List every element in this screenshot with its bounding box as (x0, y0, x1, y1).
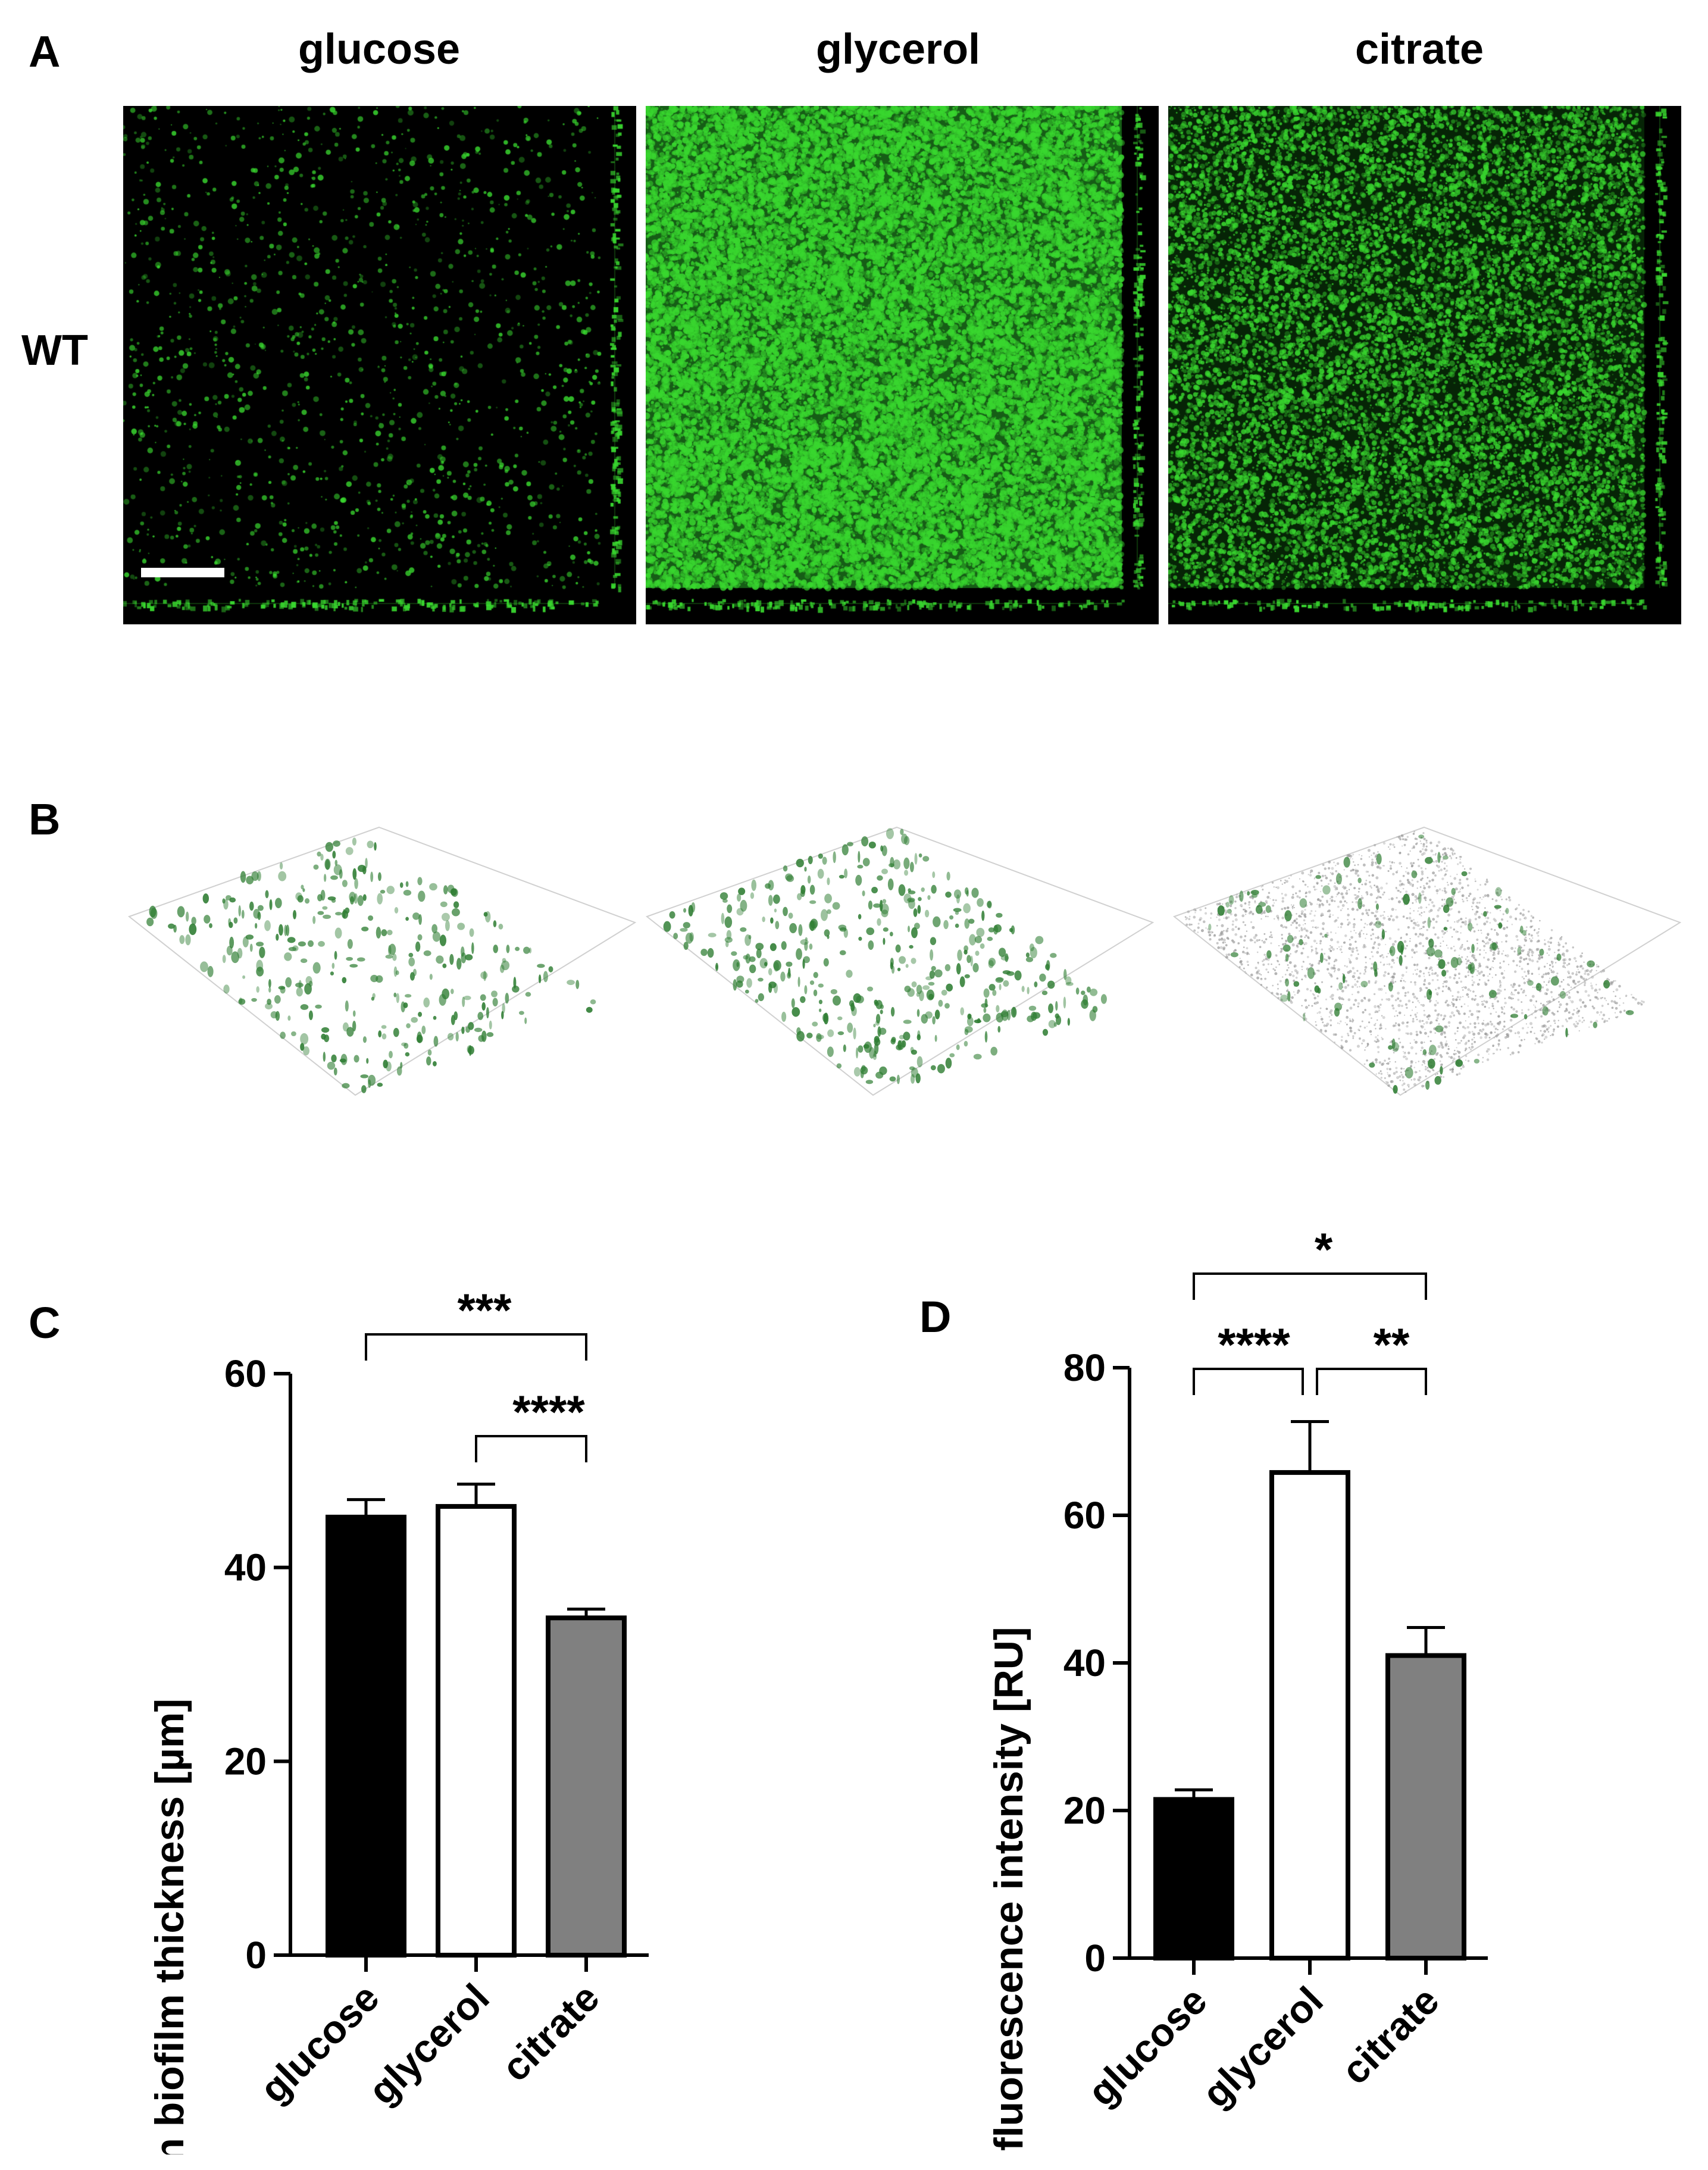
y-tick-label: 0 (245, 1934, 267, 1977)
y-tick-label: 0 (1084, 1937, 1106, 1980)
column-label-citrate: citrate (1354, 26, 1484, 73)
y-tick-label: 40 (224, 1546, 267, 1589)
chart-biofilm-thickness: Mean biofilm thickness [µm] 0 20 40 60 gluco… (147, 1284, 649, 2155)
y-tick-label: 60 (1063, 1494, 1106, 1537)
chart-fluorescence-intensity: Mean fluorescence intensity [RU] 0 20 40 60… (986, 1223, 1488, 2155)
micrograph-glycerol (646, 106, 1159, 624)
bar-glucose (326, 1514, 406, 1958)
significance-bracket (365, 1333, 587, 1361)
render-3d-glycerol (645, 826, 1155, 1096)
panel-a-letter: A (29, 27, 61, 76)
bar-citrate (546, 1615, 627, 1958)
y-tick-label: 40 (1063, 1641, 1106, 1684)
significance-bracket (1193, 1368, 1304, 1395)
bar-glucose (1153, 1797, 1234, 1961)
x-tick-label-glycerol: glycerol (360, 1975, 498, 2113)
significance-stars: * (1315, 1223, 1333, 1275)
panel-d-letter: D (919, 1292, 952, 1342)
bar-glycerol (436, 1504, 517, 1958)
render-3d-glucose (127, 826, 637, 1096)
y-tick-label: 20 (1063, 1789, 1106, 1832)
y-tick-label: 60 (224, 1352, 267, 1395)
row-label-wt: WT (21, 327, 88, 374)
x-tick-label-glucose: glucose (251, 1975, 387, 2112)
significance-stars: ** (1374, 1318, 1410, 1371)
render-3d-citrate (1172, 826, 1682, 1096)
panel-c-letter: C (29, 1298, 61, 1347)
micrograph-glucose (123, 106, 636, 624)
x-tick-label-citrate: citrate (493, 1975, 607, 2090)
significance-bracket (475, 1435, 587, 1462)
column-label-glucose: glucose (298, 26, 461, 73)
y-axis-label: Mean biofilm thickness [µm] (147, 1699, 192, 2155)
bar-citrate (1385, 1653, 1466, 1960)
significance-stars: **** (512, 1386, 585, 1438)
significance-bracket (1193, 1272, 1427, 1300)
column-label-glycerol: glycerol (815, 26, 981, 73)
scale-bar (141, 568, 224, 577)
bar-glycerol (1269, 1470, 1350, 1960)
y-axis-label: Mean fluorescence intensity [RU] (986, 1627, 1031, 2155)
panel-b-letter: B (29, 795, 61, 844)
x-tick-label-citrate: citrate (1332, 1978, 1447, 2093)
y-tick-label: 80 (1063, 1346, 1106, 1389)
significance-stars: **** (1218, 1318, 1290, 1371)
x-tick-label-glucose: glucose (1079, 1978, 1215, 2115)
significance-stars: *** (457, 1284, 512, 1336)
micrograph-citrate (1168, 106, 1681, 624)
y-tick-label: 20 (224, 1740, 267, 1783)
significance-bracket (1316, 1368, 1427, 1395)
x-tick-label-glycerol: glycerol (1194, 1978, 1331, 2116)
